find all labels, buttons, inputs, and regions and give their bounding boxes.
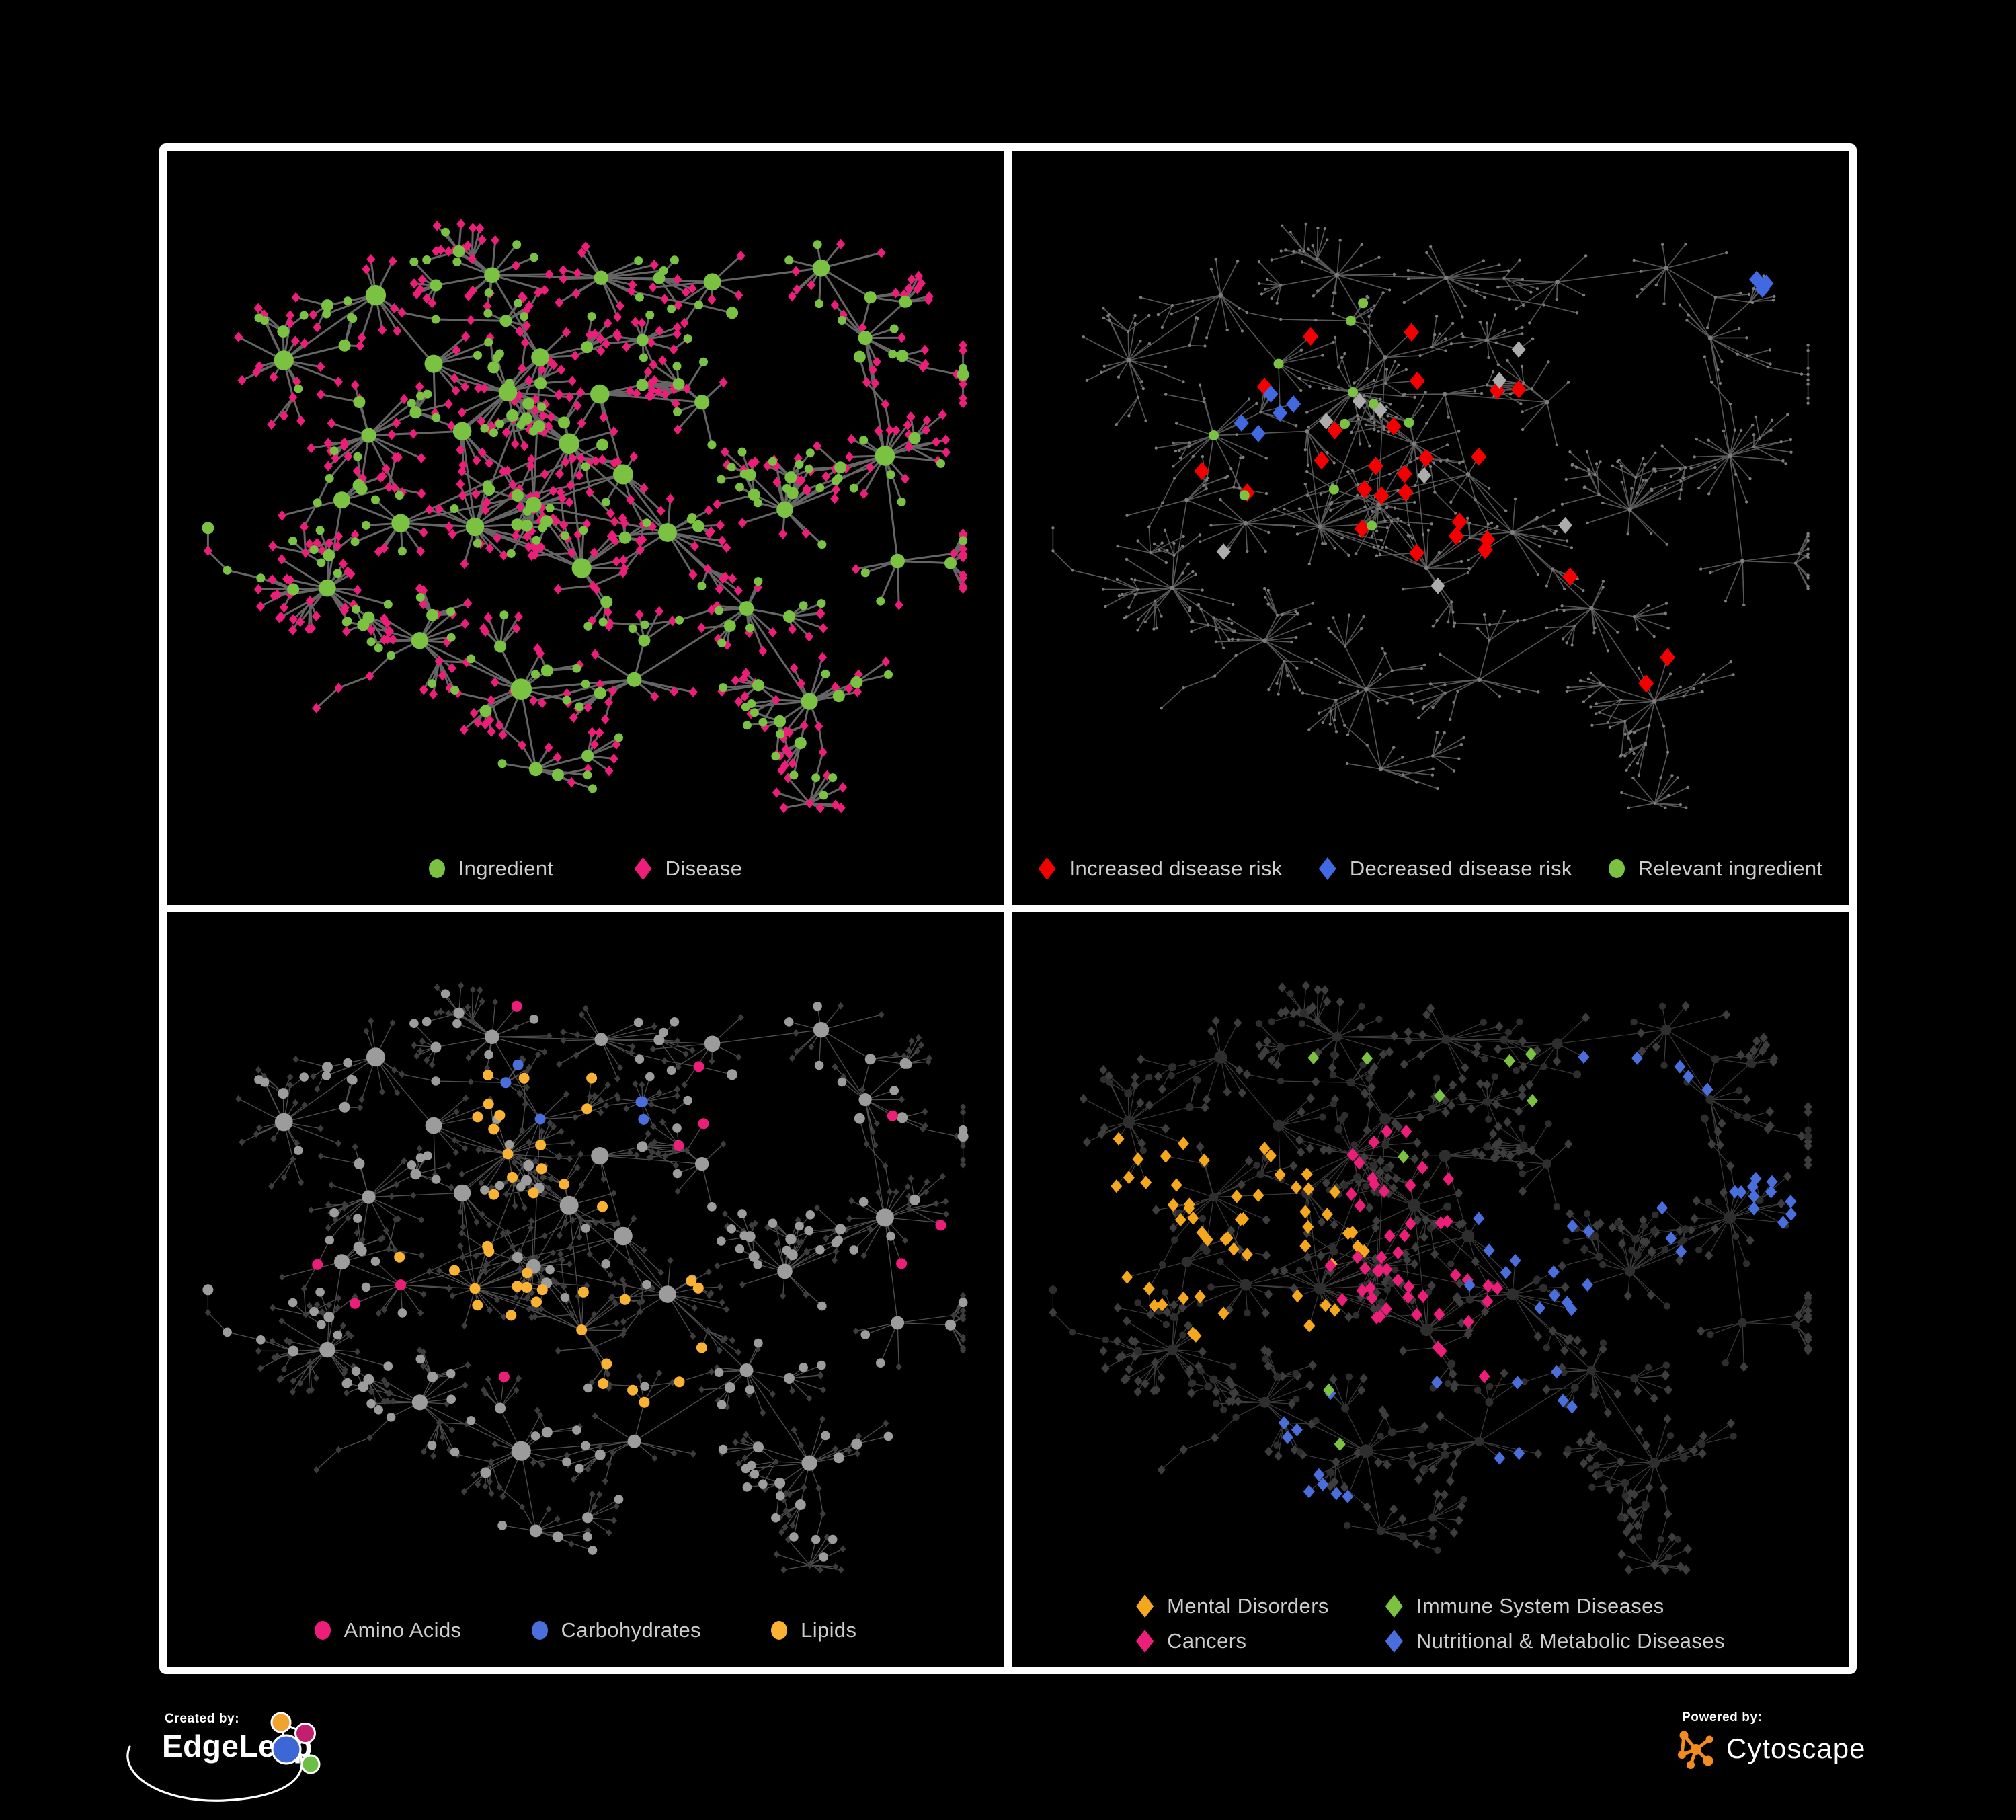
panel-disease-risk: Increased disease risk Decreased disease …	[1012, 151, 1849, 905]
network-graph-disease-risk	[1012, 151, 1849, 841]
legend-item: Lipids	[771, 1618, 856, 1643]
circle-swatch	[531, 1621, 548, 1640]
legend-label: Increased disease risk	[1069, 857, 1283, 880]
powered-by-label: Powered by:	[1682, 1710, 1763, 1725]
legend-label: Mental Disorders	[1167, 1594, 1329, 1618]
legend-item: Decreased disease risk	[1318, 857, 1572, 881]
diamond-swatch	[634, 857, 652, 880]
diamond-swatch	[1136, 1630, 1154, 1653]
cytoscape-logo-icon	[1678, 1731, 1713, 1769]
edgeleap-logo-icon	[270, 1712, 321, 1774]
legend-label: Immune System Diseases	[1416, 1594, 1664, 1618]
network-graph-nutrient-classes	[167, 912, 1004, 1603]
cytoscape-credit: Powered by:	[1675, 1706, 1890, 1794]
legend-item: Nutritional & Metabolic Diseases	[1385, 1629, 1725, 1653]
legend-label: Lipids	[801, 1618, 857, 1642]
cytoscape-wordmark: Cytoscape	[1726, 1733, 1866, 1764]
panel-nutrient-classes: Amino Acids Carbohydrates Lipids	[167, 912, 1004, 1667]
legend-nutrient-classes: Amino Acids Carbohydrates Lipids	[167, 1618, 1004, 1643]
legend-item: Disease	[634, 857, 743, 881]
legend-label: Cancers	[1167, 1629, 1247, 1653]
network-graph-ingredient-disease	[167, 151, 1004, 841]
legend-label: Decreased disease risk	[1349, 857, 1572, 880]
legend-disease-risk: Increased disease risk Decreased disease …	[1012, 857, 1849, 881]
legend-label: Amino Acids	[344, 1618, 462, 1642]
panel-disease-classes: Mental Disorders Immune System Diseases Ca…	[1012, 912, 1849, 1667]
legend-item: Ingredient	[428, 857, 554, 881]
circle-swatch	[1608, 859, 1625, 878]
diamond-swatch	[1318, 857, 1336, 880]
circle-swatch	[428, 859, 445, 878]
legend-label: Carbohydrates	[561, 1618, 702, 1642]
legend-ingredient-disease: Ingredient Disease	[167, 857, 1004, 881]
network-graph-disease-classes	[1012, 912, 1849, 1603]
diamond-swatch	[1136, 1595, 1154, 1618]
diamond-swatch	[1038, 857, 1056, 880]
edgeleap-swoosh	[126, 1744, 303, 1802]
diamond-swatch	[1385, 1630, 1403, 1653]
circle-swatch	[771, 1621, 788, 1640]
edgeleap-credit: Created by: EdgeLeap	[123, 1706, 352, 1817]
legend-item: Mental Disorders	[1136, 1594, 1329, 1618]
legend-item: Amino Acids	[314, 1618, 462, 1643]
legend-item: Relevant ingredient	[1608, 857, 1823, 881]
panel-ingredient-disease: Ingredient Disease	[167, 151, 1004, 905]
diamond-swatch	[1385, 1595, 1403, 1618]
legend-item: Carbohydrates	[531, 1618, 702, 1643]
legend-item: Increased disease risk	[1038, 857, 1283, 881]
circle-swatch	[314, 1621, 331, 1640]
legend-label: Disease	[665, 857, 743, 880]
cytoscape-logo-row: Cytoscape	[1675, 1727, 1865, 1771]
legend-disease-classes: Mental Disorders Immune System Diseases Ca…	[1012, 1594, 1849, 1653]
legend-label: Nutritional & Metabolic Diseases	[1416, 1629, 1725, 1653]
legend-label: Relevant ingredient	[1638, 857, 1823, 880]
legend-item: Immune System Diseases	[1385, 1594, 1725, 1618]
created-by-label: Created by:	[165, 1712, 240, 1726]
legend-item: Cancers	[1136, 1629, 1329, 1653]
legend-label: Ingredient	[458, 857, 554, 880]
network-panels-grid: Ingredient Disease Increased disease risk…	[159, 143, 1857, 1674]
